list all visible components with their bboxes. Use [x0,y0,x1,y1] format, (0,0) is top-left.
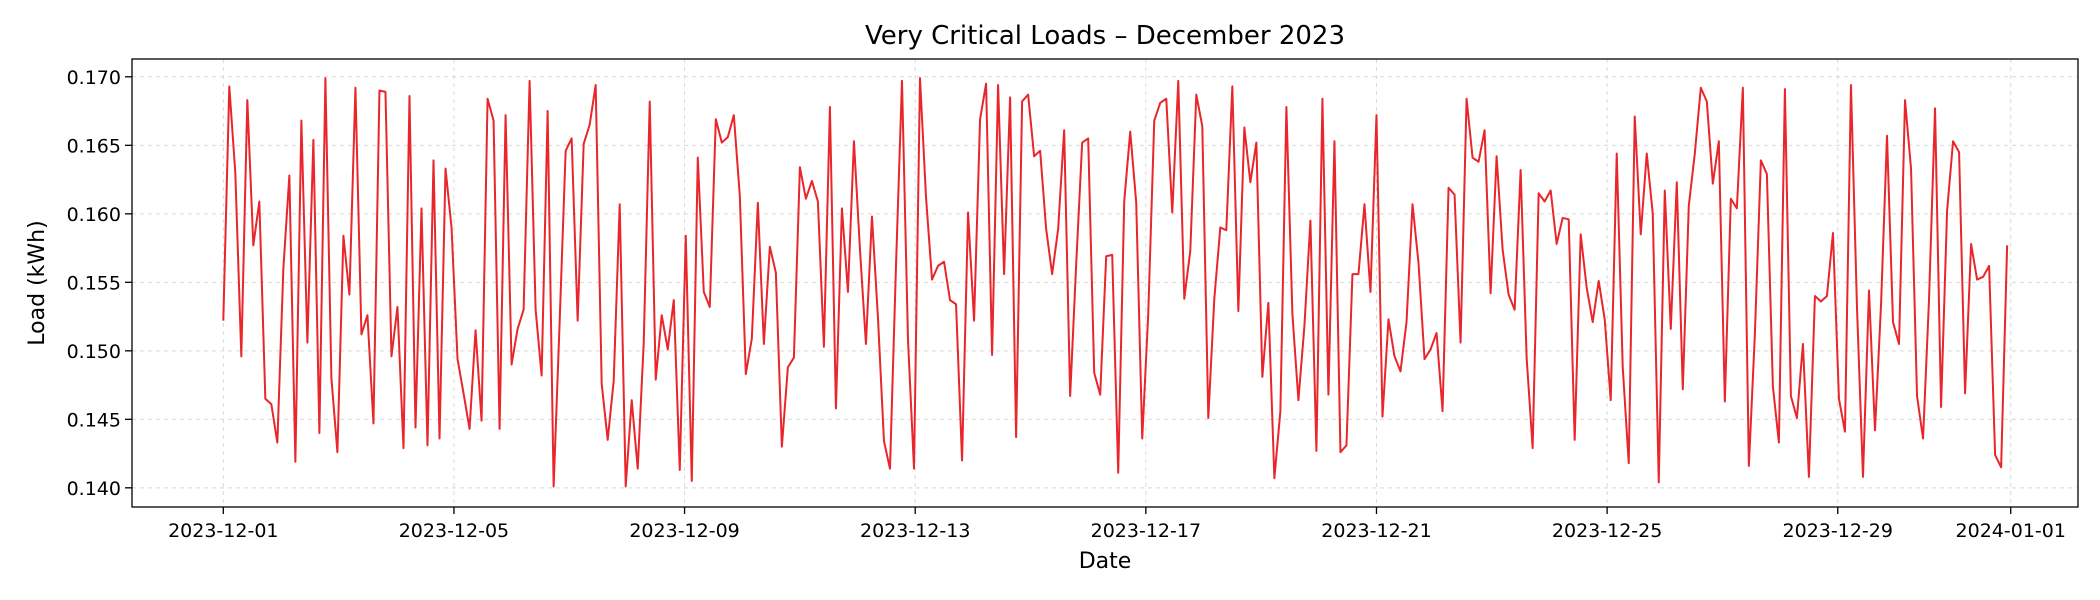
x-tick-label: 2024-01-01 [1956,520,2066,542]
tick-layer: 0.140 0.145 0.150 0.155 0.160 0.165 0.170 2023-… [67,67,2066,542]
x-tick-label: 2023-12-05 [399,520,509,542]
plot-frame [131,58,2079,508]
y-tick-label: 0.170 [67,67,121,89]
series-layer [222,77,2009,488]
series-line [222,77,2009,488]
y-tick-label: 0.150 [67,341,121,363]
y-tick-label: 0.165 [67,135,121,157]
y-axis-label: Load (kWh) [25,220,50,345]
y-tick-label: 0.160 [67,204,121,226]
x-tick-label: 2023-12-17 [1091,520,1201,542]
x-tick-label: 2023-12-25 [1552,520,1662,542]
y-tick-label: 0.140 [67,478,121,500]
x-tick-label: 2023-12-01 [168,520,278,542]
y-tick-label: 0.155 [67,272,121,294]
x-tick-label: 2023-12-09 [629,520,739,542]
y-tick-label: 0.145 [67,409,121,431]
x-axis-label: Date [1079,549,1132,574]
x-tick-label: 2023-12-21 [1321,520,1431,542]
chart-title: Very Critical Loads – December 2023 [865,21,1345,51]
x-tick-label: 2023-12-29 [1783,520,1893,542]
x-tick-label: 2023-12-13 [860,520,970,542]
